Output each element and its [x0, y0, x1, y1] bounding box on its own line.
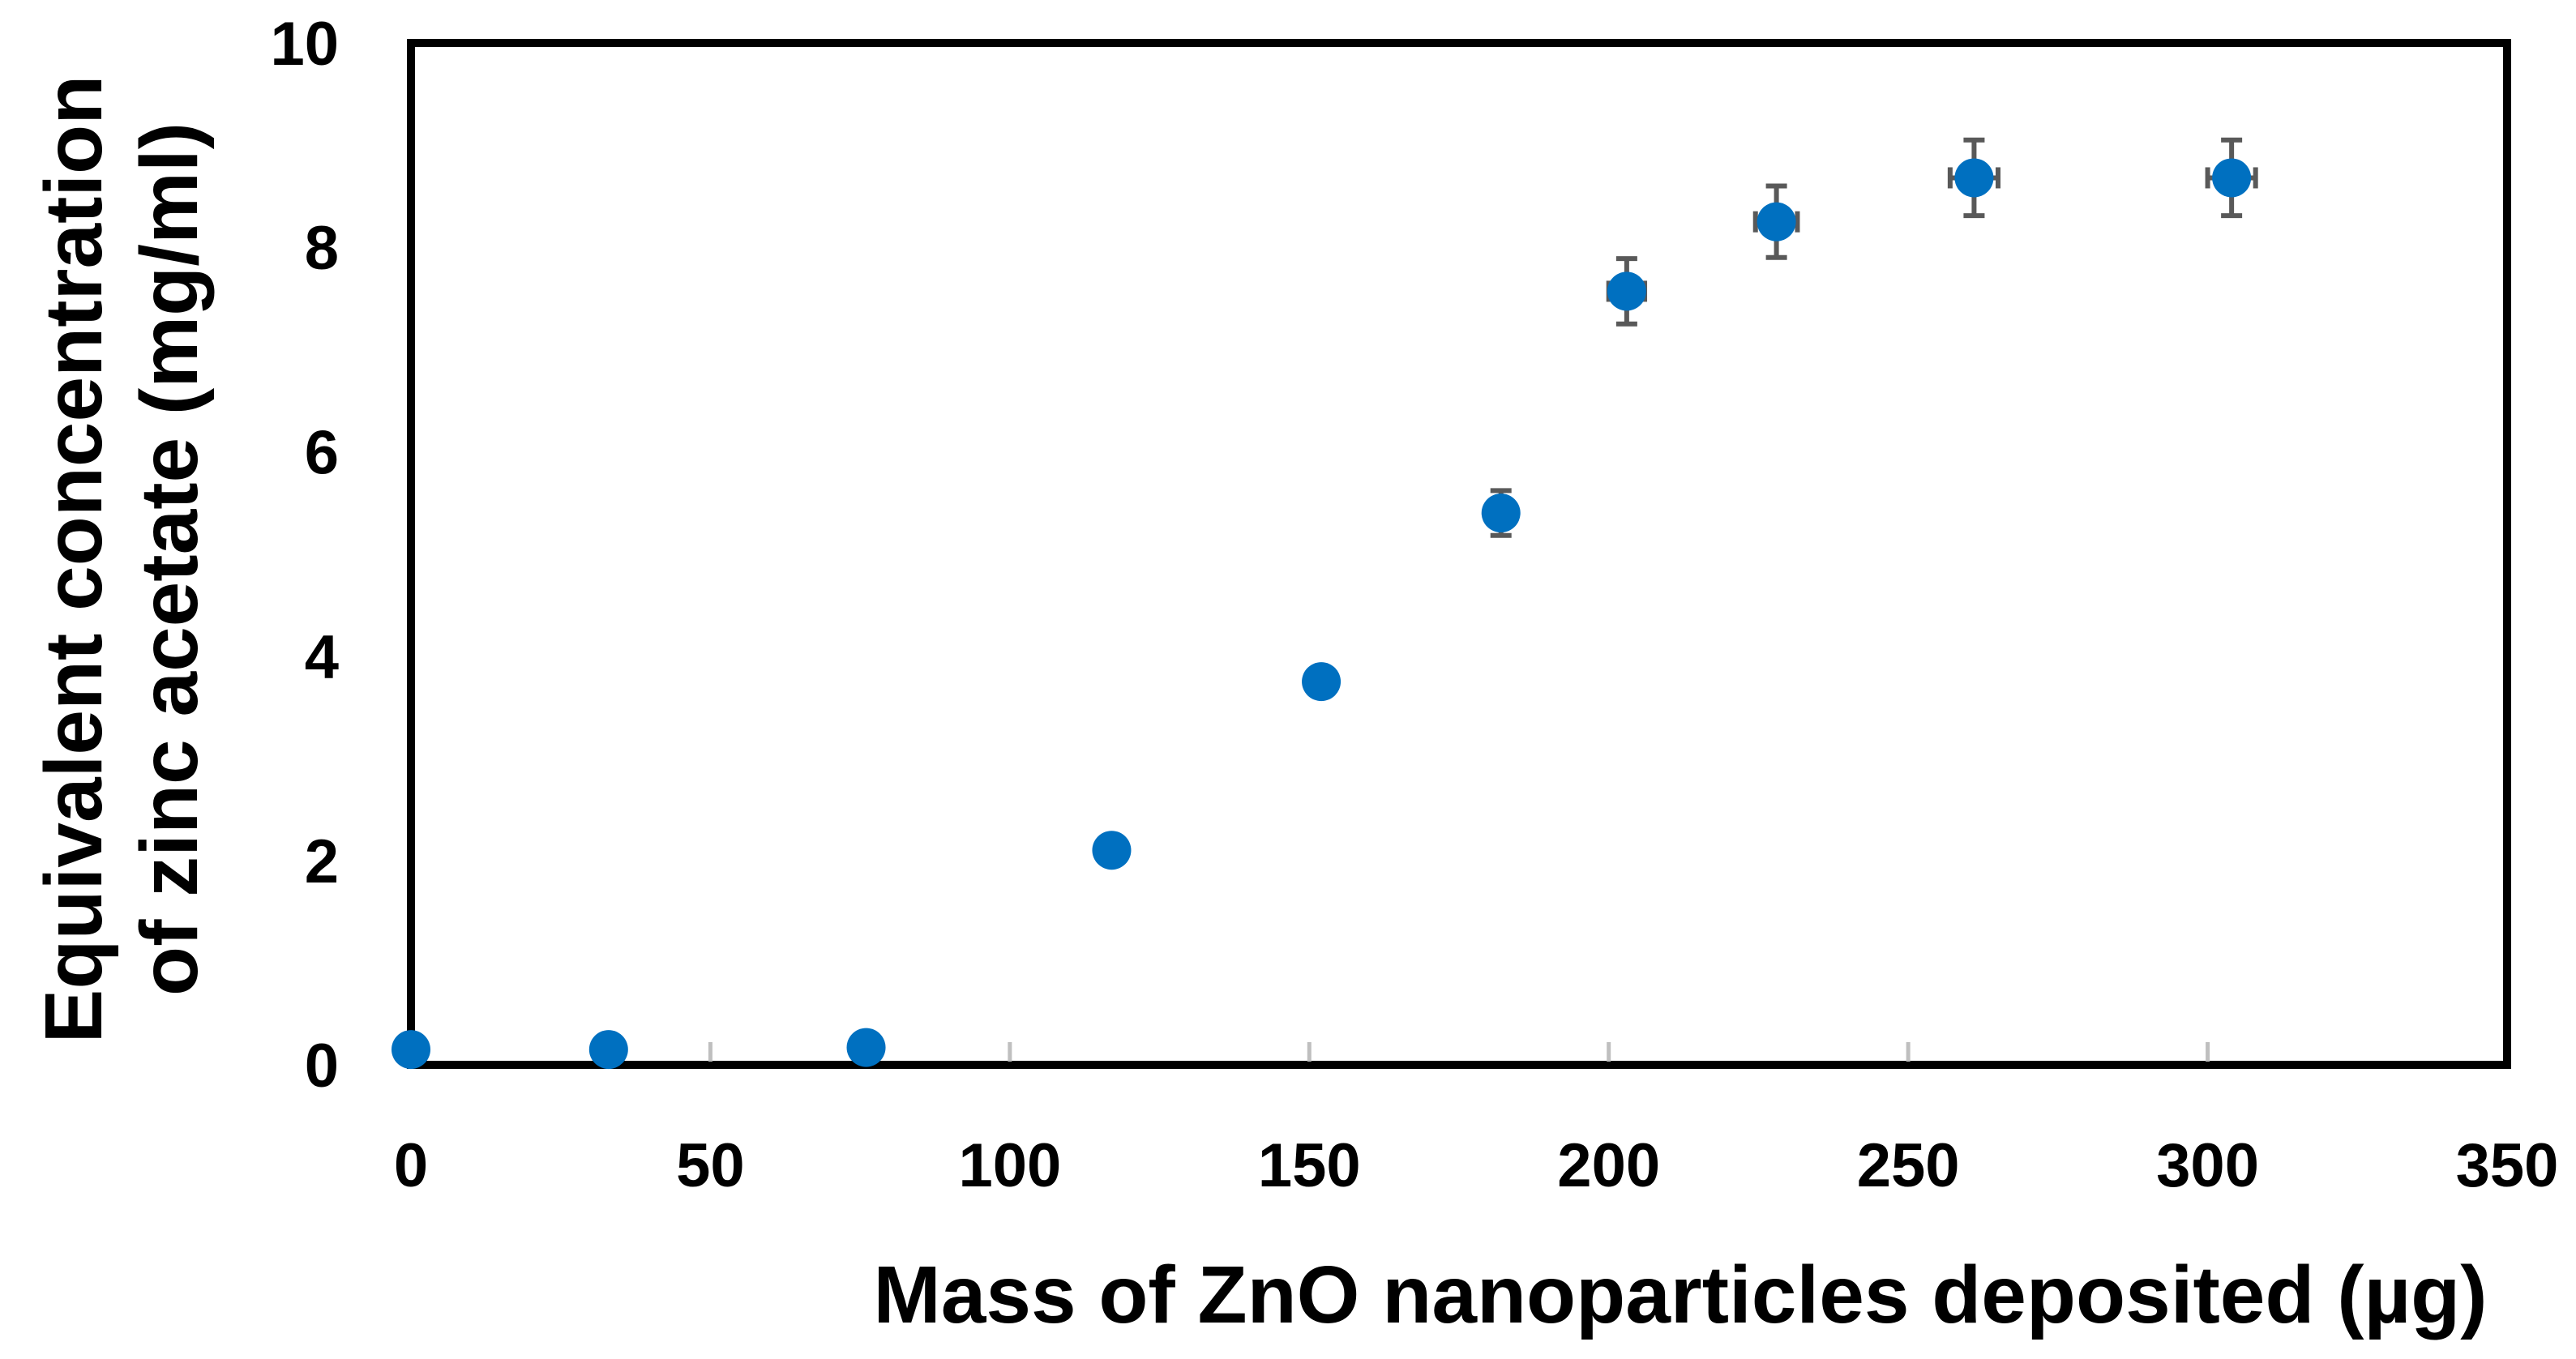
y-tick-label: 2: [305, 827, 339, 896]
x-tick-label: 350: [2456, 1131, 2559, 1200]
data-point: [1092, 831, 1132, 870]
x-tick-label: 150: [1258, 1131, 1361, 1200]
plot-area: [407, 39, 2511, 1069]
y-axis-tick-labels: 0 2 4 6 8 10: [270, 10, 339, 1100]
data-points: [392, 158, 2252, 1070]
data-point: [1481, 494, 1521, 533]
x-tick-label: 200: [1557, 1131, 1660, 1200]
x-tick-label: 300: [2156, 1131, 2259, 1200]
data-point: [1954, 158, 1994, 198]
x-tick-label: 100: [958, 1131, 1061, 1200]
x-tick-label: 50: [676, 1131, 745, 1200]
data-point: [588, 1030, 628, 1070]
y-tick-label: 4: [305, 623, 339, 692]
x-tick-label: 0: [394, 1131, 428, 1200]
y-axis-title-line-2: of zinc acetate (mg/ml): [124, 122, 215, 996]
data-point: [2212, 158, 2252, 198]
x-axis-title: Mass of ZnO nanoparticles deposited (µg): [873, 1250, 2487, 1340]
x-tick-label: 250: [1857, 1131, 1960, 1200]
y-axis-title: Equivalent concentration of zinc acetate…: [28, 75, 215, 1044]
y-tick-label: 6: [305, 418, 339, 487]
data-point: [1607, 271, 1646, 311]
data-point: [392, 1030, 430, 1070]
x-axis-tick-labels: 0 50 100 150 200 250 300 350: [394, 1131, 2559, 1200]
data-point: [1757, 202, 1796, 241]
y-tick-label: 10: [270, 10, 339, 79]
y-tick-label: 8: [305, 214, 339, 283]
y-axis-title-line-1: Equivalent concentration: [28, 75, 119, 1044]
x-axis-ticks: [708, 1042, 2210, 1062]
data-point: [846, 1028, 886, 1067]
y-tick-label: 0: [305, 1032, 339, 1100]
data-point: [1302, 662, 1341, 702]
